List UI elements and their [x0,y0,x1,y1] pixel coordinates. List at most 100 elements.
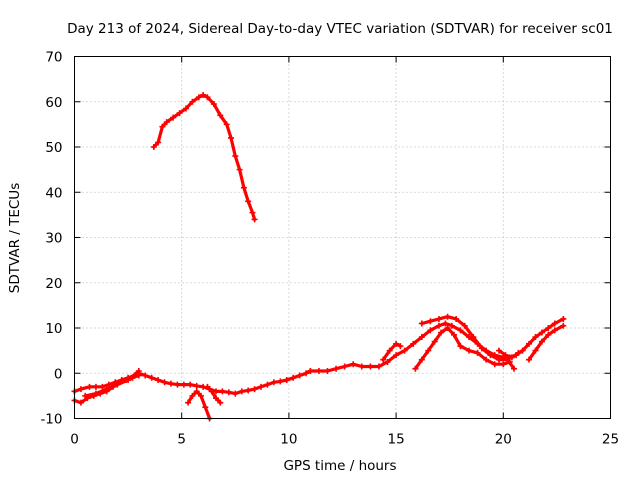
data-point [427,327,434,334]
data-point [232,153,239,160]
x-tick-label: 10 [280,432,297,448]
data-point [526,356,533,363]
data-point [545,325,552,331]
data-point [444,313,451,320]
series-sat-track-8 [380,340,404,363]
y-tick-label: 0 [54,366,63,382]
data-point [341,363,348,370]
data-point [200,91,207,98]
data-point [519,347,526,354]
data-point [180,381,187,388]
data-point [150,144,157,150]
data-point [210,101,217,108]
data-point [418,320,425,327]
data-point [487,352,494,359]
data-point [125,377,132,384]
data-point [418,356,425,363]
data-point [114,381,121,388]
data-point [204,94,211,101]
data-point [427,318,434,325]
data-point [386,347,393,354]
data-point [315,367,322,374]
data-point [240,184,247,191]
data-point [77,386,84,393]
data-point [425,347,432,354]
data-point [448,322,455,329]
data-point [92,390,99,397]
data-point [450,331,457,338]
data-point [461,322,468,329]
y-tick-label: 50 [45,140,62,156]
data-point [197,392,204,399]
data-point [77,399,84,406]
x-tick-label: 25 [602,432,619,448]
data-point [135,367,142,374]
data-point [367,363,374,370]
x-tick-label: 15 [388,432,405,448]
data-point [560,322,567,329]
data-point [189,392,196,399]
data-point [264,381,271,388]
data-point [431,338,438,345]
data-point [245,387,252,394]
data-point [176,110,183,117]
x-tick-label: 0 [70,432,79,448]
data-point [496,347,503,354]
data-point [380,356,387,363]
x-tick-label: 5 [177,432,186,448]
data-point [551,327,558,334]
data-point [418,334,425,341]
series-line [205,385,222,405]
grid-layer [74,56,611,419]
data-point [283,377,290,384]
data-point [384,358,391,365]
data-point [393,340,400,347]
data-point [500,361,507,368]
data-point [474,349,481,356]
data-point [532,347,539,354]
y-tick-label: 10 [45,321,62,337]
data-point [245,198,252,205]
data-point [159,123,166,130]
data-point [251,386,258,393]
data-point [483,356,490,363]
y-tick-label: 40 [45,185,62,201]
data-point [350,361,357,368]
data-point [545,331,552,338]
data-point [435,315,442,322]
y-tick-label: 20 [45,276,62,292]
data-point [538,338,545,345]
data-point [397,343,404,350]
data-point [155,139,162,146]
data-point [174,381,181,388]
data-point [213,395,220,402]
data-point [410,340,417,347]
data-point [148,374,155,381]
data-point [86,383,93,390]
data-point [103,386,110,393]
data-point [393,352,400,359]
data-point [457,327,464,334]
data-point [82,392,89,399]
data-point [232,390,239,397]
data-point [538,329,545,336]
data-point [453,315,460,322]
data-point [551,320,558,327]
data-point [307,367,314,374]
series-sat-track-12 [526,322,567,363]
series-sat-track-3 [82,367,142,399]
data-point [465,347,472,354]
series-line [497,349,520,359]
data-point [442,320,449,327]
series-line [381,342,402,362]
data-point [412,365,419,372]
data-point [515,349,522,356]
data-point [228,134,235,141]
data-point [185,399,192,406]
data-point [504,356,511,363]
data-point [358,363,365,370]
data-point [303,370,310,377]
data-point [270,379,277,386]
data-point [333,365,340,372]
